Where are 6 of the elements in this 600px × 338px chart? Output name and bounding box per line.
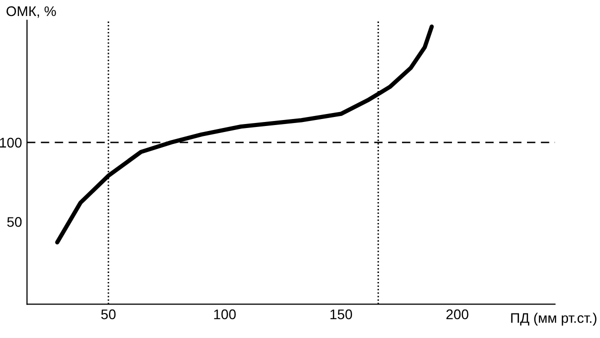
x-tick-label: 150	[330, 309, 352, 320]
x-tick-label: 200	[446, 309, 468, 320]
x-axis-title: ПД (мм рт.ст.)	[511, 312, 596, 326]
y-axis-title: ОМК, %	[6, 6, 56, 18]
x-tick-label: 50	[101, 309, 116, 320]
x-tick-label: 100	[214, 309, 236, 320]
